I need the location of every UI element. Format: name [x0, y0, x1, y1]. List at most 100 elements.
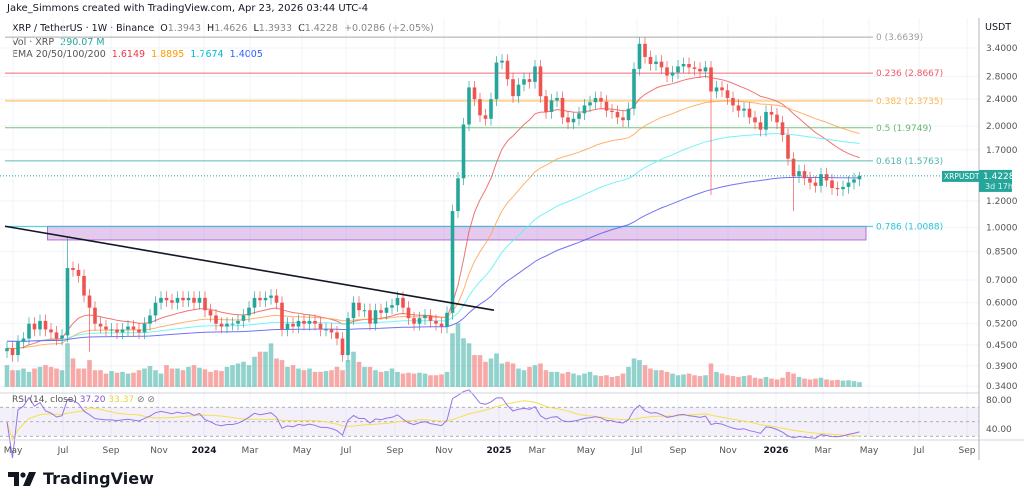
fib-level-label: 0.618 (1.5763) — [876, 157, 943, 167]
candle-body — [797, 171, 801, 177]
candle-body — [181, 297, 185, 301]
candle-body — [841, 186, 845, 190]
price-tick-label: 1.0000 — [986, 224, 1018, 234]
rsi-legend[interactable]: RSI (14, close) 37.20 33.37 ⊘ ⊘ — [12, 395, 155, 405]
candle-body — [676, 66, 680, 73]
candle-body — [423, 315, 427, 319]
volume-bar — [48, 366, 54, 387]
candle-body — [582, 105, 587, 114]
volume-bar — [268, 343, 274, 387]
candle-body — [505, 60, 510, 80]
rsi-ma-value: 33.37 — [108, 395, 135, 405]
ema-legend[interactable]: EMA 20/50/100/200 1.6149 1.8895 1.7674 1… — [12, 49, 266, 60]
volume-bar — [725, 375, 730, 387]
volume-bar — [549, 371, 554, 387]
rsi-pane[interactable]: 80.00 40.00 — [0, 389, 1012, 459]
volume-bar — [527, 366, 532, 387]
volume-bar — [384, 371, 389, 387]
candle-body — [786, 135, 790, 159]
candle-body — [808, 178, 812, 183]
support-zone[interactable] — [47, 225, 867, 241]
volume-bar — [153, 370, 158, 387]
time-tick-label: May — [4, 446, 23, 456]
candle-body — [346, 318, 350, 356]
volume-bar — [334, 366, 340, 387]
candle-body — [65, 267, 70, 336]
volume-bar — [730, 376, 736, 387]
volume-bar — [32, 368, 37, 387]
candle-body — [362, 310, 367, 312]
candle-body — [769, 111, 774, 115]
candle-body — [566, 117, 570, 123]
volume-bar — [208, 371, 213, 387]
volume-bar — [246, 365, 252, 387]
fib-retracement[interactable]: 0 (3.6639) 0.236 (2.8667) 0.382 (2.3735) 0.… — [5, 33, 943, 232]
time-tick-label: Nov — [719, 446, 737, 456]
volume-bar — [400, 373, 406, 387]
high-label: H — [207, 23, 215, 34]
ema100-value: 1.7674 — [190, 49, 224, 60]
candle-body — [27, 323, 31, 339]
candle-body — [313, 320, 317, 324]
volume-bar — [147, 366, 153, 387]
price-axis[interactable]: 3.4000 2.8000 2.4000 2.0000 1.7000 1.2000 1.00… — [985, 22, 1018, 392]
volume-bar — [587, 371, 593, 387]
volume-bar — [197, 367, 202, 387]
hidden-icon[interactable]: ⊘ ⊘ — [137, 395, 155, 405]
tradingview-logo[interactable]: TradingView — [8, 469, 154, 488]
candle-body — [21, 338, 26, 342]
candle-body — [857, 175, 862, 180]
volume-bar — [290, 365, 296, 387]
volume-legend[interactable]: Vol · XRP 290.07 M — [12, 37, 108, 48]
candles — [5, 37, 862, 362]
candle-body — [252, 297, 257, 308]
volume-bar — [824, 379, 829, 387]
currency-label[interactable]: USDT — [985, 22, 1011, 33]
symbol-legend[interactable]: XRP / TetherUS · 1W · Binance O1.3943 H1… — [12, 23, 437, 34]
volume-bar — [835, 379, 840, 387]
candle-body — [445, 312, 449, 327]
candle-body — [747, 108, 752, 118]
candle-body — [753, 117, 757, 123]
volume-bar — [10, 370, 15, 387]
ema100-line — [6, 133, 860, 342]
volume-bar — [301, 370, 307, 387]
volume-bar — [422, 373, 428, 387]
volume-bar — [461, 338, 466, 387]
time-tick-label: Mar — [529, 446, 546, 456]
candle-body — [632, 68, 636, 109]
high-value: 1.4626 — [214, 23, 248, 34]
volume-bar — [829, 380, 835, 387]
price-tick-label: 3.4000 — [986, 44, 1018, 54]
volume-bar — [472, 355, 477, 387]
candle-body — [621, 117, 625, 121]
time-axis[interactable]: May Jul Sep Nov 2024 Mar May Jul Sep Nov 2025 Mar Ma… — [4, 446, 976, 456]
volume-bar — [378, 371, 384, 387]
volume-bar — [626, 366, 631, 387]
candle-body — [659, 61, 664, 68]
candle-body — [577, 113, 581, 119]
candle-body — [588, 102, 592, 106]
candle-body — [654, 61, 658, 64]
price-tick-label: 0.3400 — [986, 382, 1018, 392]
symbol-name[interactable]: XRP / TetherUS · 1W · Binance — [12, 23, 155, 34]
volume-bar — [802, 378, 807, 387]
candle-body — [280, 302, 284, 330]
grid — [0, 18, 979, 440]
price-tick-label: 0.3900 — [986, 362, 1018, 372]
candle-body — [142, 323, 147, 333]
volume-bar — [576, 375, 582, 387]
time-tick-label: Sep — [387, 446, 404, 456]
candle-body — [203, 297, 207, 311]
candle-body — [126, 326, 130, 330]
volume-bar — [444, 371, 450, 387]
candle-body — [714, 87, 719, 92]
close-value: 1.4228 — [304, 23, 338, 34]
volume-bar — [356, 361, 362, 387]
trendline[interactable] — [4, 225, 495, 312]
candle-body — [599, 97, 603, 102]
symbol-tag — [942, 170, 979, 182]
time-tick-label: May — [293, 446, 312, 456]
